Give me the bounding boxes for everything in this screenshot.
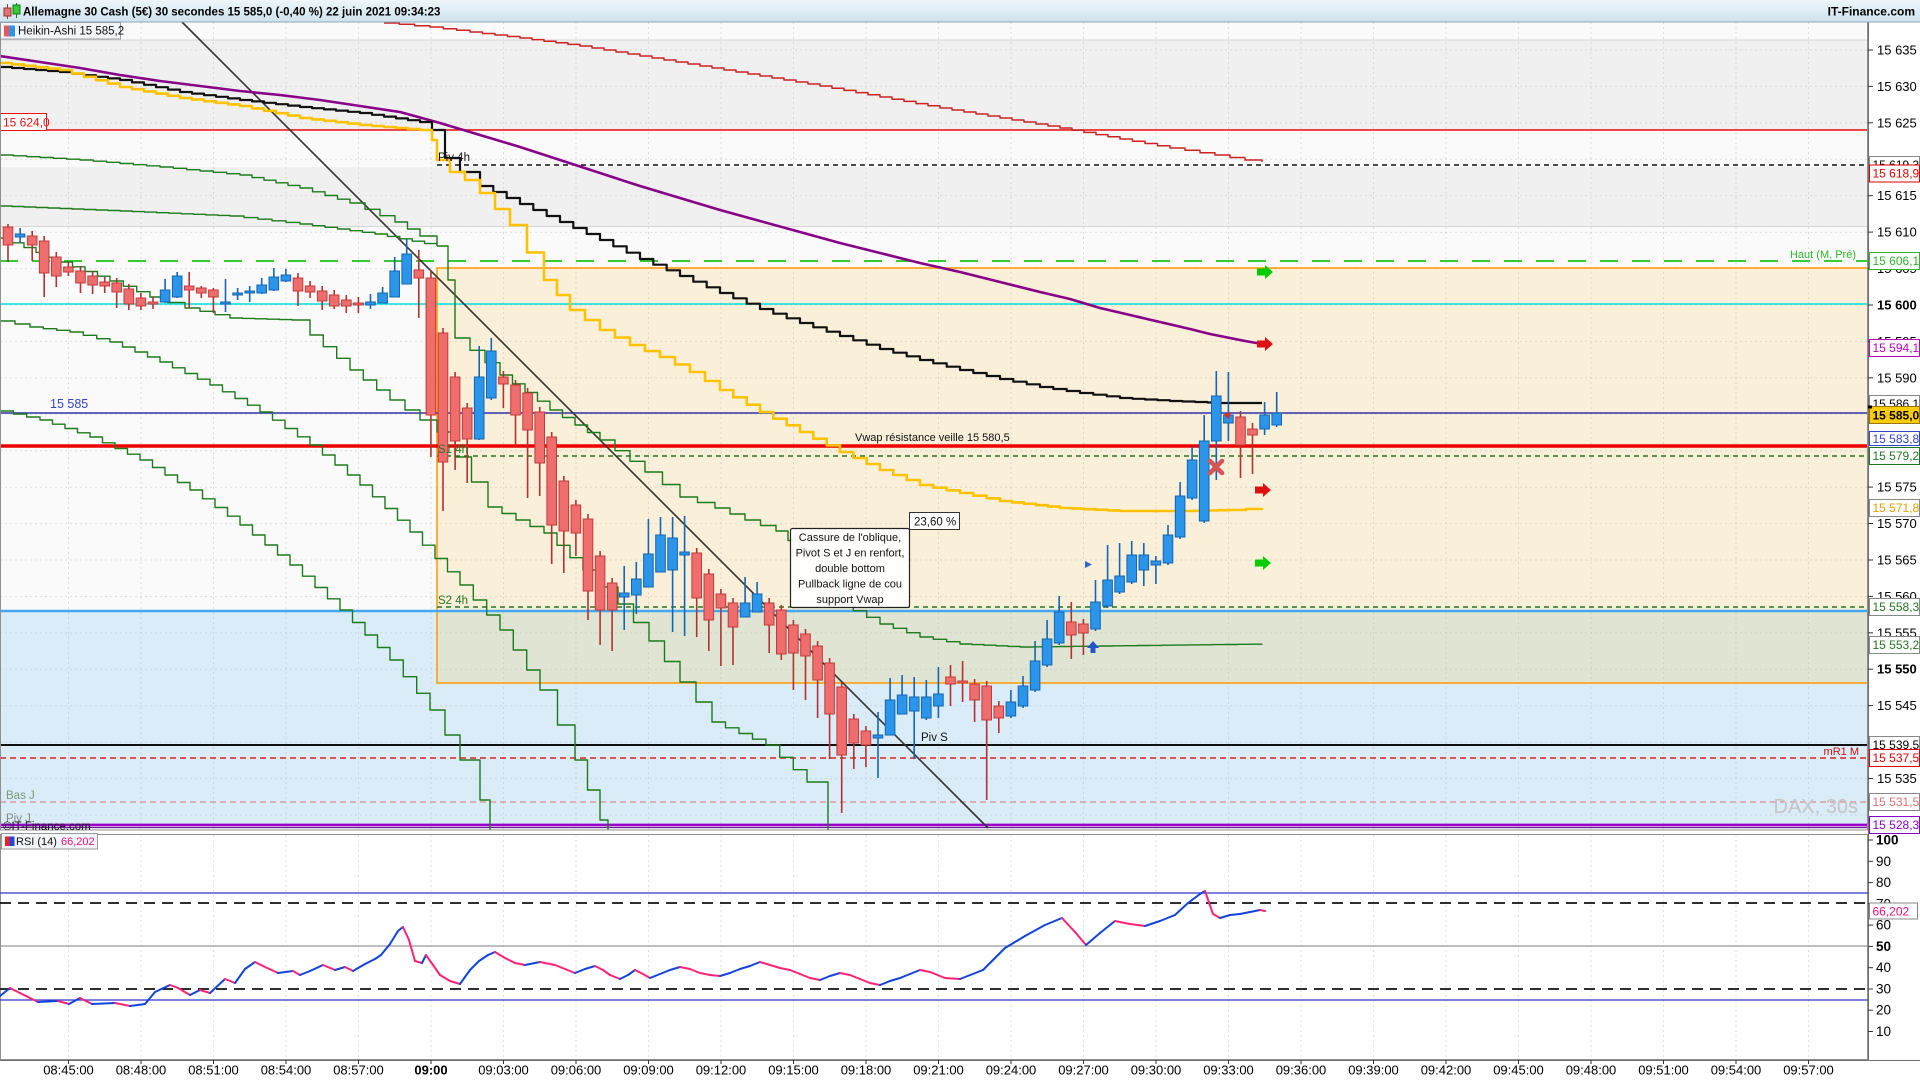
svg-text:09:45:00: 09:45:00 (1493, 1063, 1544, 1078)
svg-text:Allemagne 30 Cash (5€) 30 seco: Allemagne 30 Cash (5€) 30 secondes 15 58… (23, 7, 440, 19)
svg-text:09:00: 09:00 (414, 1063, 447, 1078)
svg-text:10: 10 (1876, 1024, 1891, 1039)
svg-text:08:54:00: 08:54:00 (261, 1063, 312, 1078)
svg-text:15 570: 15 570 (1877, 516, 1917, 531)
svg-text:20: 20 (1876, 1003, 1891, 1018)
svg-text:08:51:00: 08:51:00 (188, 1063, 239, 1078)
svg-text:Vwap résistance veille 15 580: Vwap résistance veille 15 580,5 (855, 432, 1010, 444)
svg-text:60: 60 (1876, 918, 1891, 933)
svg-text:09:18:00: 09:18:00 (841, 1063, 892, 1078)
svg-text:09:24:00: 09:24:00 (986, 1063, 1037, 1078)
svg-text:15 624,0: 15 624,0 (3, 116, 50, 130)
svg-text:09:09:00: 09:09:00 (623, 1063, 674, 1078)
svg-text:15 575: 15 575 (1877, 480, 1917, 495)
svg-text:08:57:00: 08:57:00 (333, 1063, 384, 1078)
svg-text:66,202: 66,202 (61, 836, 95, 848)
svg-text:Heikin-Ashi 15 585,2: Heikin-Ashi 15 585,2 (18, 26, 124, 38)
svg-text:15 600: 15 600 (1877, 297, 1917, 312)
svg-text:15 565: 15 565 (1877, 552, 1917, 567)
svg-text:15 528,3: 15 528,3 (1873, 818, 1920, 832)
svg-text:08:45:00: 08:45:00 (43, 1063, 94, 1078)
svg-text:15 615: 15 615 (1877, 188, 1917, 203)
svg-text:09:51:00: 09:51:00 (1638, 1063, 1689, 1078)
svg-text:30: 30 (1876, 981, 1891, 996)
svg-text:S1 4h: S1 4h (438, 444, 468, 456)
svg-text:Bas J: Bas J (6, 790, 35, 802)
svg-text:Piv 4h: Piv 4h (438, 152, 470, 164)
svg-text:09:12:00: 09:12:00 (696, 1063, 747, 1078)
svg-text:09:15:00: 09:15:00 (768, 1063, 819, 1078)
svg-text:15 558,3: 15 558,3 (1873, 600, 1920, 614)
svg-text:23,60 %: 23,60 % (914, 517, 956, 529)
svg-text:90: 90 (1876, 854, 1891, 869)
svg-text:mR1 M: mR1 M (1824, 746, 1859, 758)
svg-text:15 594,1: 15 594,1 (1873, 341, 1920, 355)
svg-text:15 630: 15 630 (1877, 79, 1917, 94)
svg-text:Pullback ligne de cou: Pullback ligne de cou (798, 579, 902, 591)
svg-text:S2 4h: S2 4h (438, 595, 468, 607)
svg-text:15 625: 15 625 (1877, 115, 1917, 130)
svg-text:15 635: 15 635 (1877, 43, 1917, 58)
svg-text:Piv J: Piv J (6, 813, 31, 825)
svg-text:09:21:00: 09:21:00 (913, 1063, 964, 1078)
svg-text:40: 40 (1876, 960, 1891, 975)
svg-text:Haut (M, Pré): Haut (M, Pré) (1790, 249, 1856, 261)
svg-text:09:27:00: 09:27:00 (1058, 1063, 1109, 1078)
svg-text:50: 50 (1876, 939, 1891, 954)
svg-text:15 610: 15 610 (1877, 225, 1917, 240)
svg-text:15 571,8: 15 571,8 (1873, 501, 1920, 515)
svg-text:09:30:00: 09:30:00 (1131, 1063, 1182, 1078)
svg-text:15 585,0: 15 585,0 (1873, 408, 1920, 422)
svg-text:support Vwap: support Vwap (816, 594, 883, 606)
svg-text:09:06:00: 09:06:00 (551, 1063, 602, 1078)
svg-text:15 618,9: 15 618,9 (1873, 167, 1920, 181)
svg-text:15 590: 15 590 (1877, 370, 1917, 385)
svg-text:66,202: 66,202 (1873, 904, 1910, 918)
svg-text:08:48:00: 08:48:00 (116, 1063, 167, 1078)
svg-text:09:03:00: 09:03:00 (478, 1063, 529, 1078)
svg-text:15 553,2: 15 553,2 (1873, 638, 1920, 652)
svg-text:15 545: 15 545 (1877, 698, 1917, 713)
svg-text:09:54:00: 09:54:00 (1711, 1063, 1762, 1078)
svg-text:15 583,8: 15 583,8 (1873, 432, 1920, 446)
svg-text:15 550: 15 550 (1877, 662, 1917, 677)
svg-text:15 535: 15 535 (1877, 771, 1917, 786)
svg-text:15 579,2: 15 579,2 (1873, 449, 1920, 463)
svg-text:09:57:00: 09:57:00 (1783, 1063, 1834, 1078)
svg-text:09:48:00: 09:48:00 (1566, 1063, 1617, 1078)
svg-text:Piv S: Piv S (921, 732, 948, 744)
svg-text:DAX, 30s: DAX, 30s (1774, 796, 1858, 818)
svg-text:09:33:00: 09:33:00 (1203, 1063, 1254, 1078)
svg-text:09:36:00: 09:36:00 (1276, 1063, 1327, 1078)
svg-text:Cassure de l'oblique,: Cassure de l'oblique, (799, 532, 901, 544)
svg-text:09:39:00: 09:39:00 (1348, 1063, 1399, 1078)
svg-text:©IT-Finance.com: ©IT-Finance.com (3, 821, 91, 833)
svg-text:Pivot S et J en renfort,: Pivot S et J en renfort, (796, 548, 905, 560)
svg-text:09:42:00: 09:42:00 (1421, 1063, 1472, 1078)
svg-text:80: 80 (1876, 875, 1891, 890)
svg-text:IT-Finance.com: IT-Finance.com (1828, 5, 1915, 19)
svg-text:15 539,5: 15 539,5 (1873, 738, 1920, 752)
svg-text:100: 100 (1876, 833, 1899, 848)
svg-text:RSI (14): RSI (14) (16, 836, 57, 848)
svg-text:15 606,1: 15 606,1 (1873, 254, 1920, 268)
svg-text:15 537,5: 15 537,5 (1873, 751, 1920, 765)
svg-text:double bottom: double bottom (815, 563, 885, 575)
svg-text:15 531,5: 15 531,5 (1873, 795, 1920, 809)
svg-text:15 585: 15 585 (50, 397, 88, 411)
